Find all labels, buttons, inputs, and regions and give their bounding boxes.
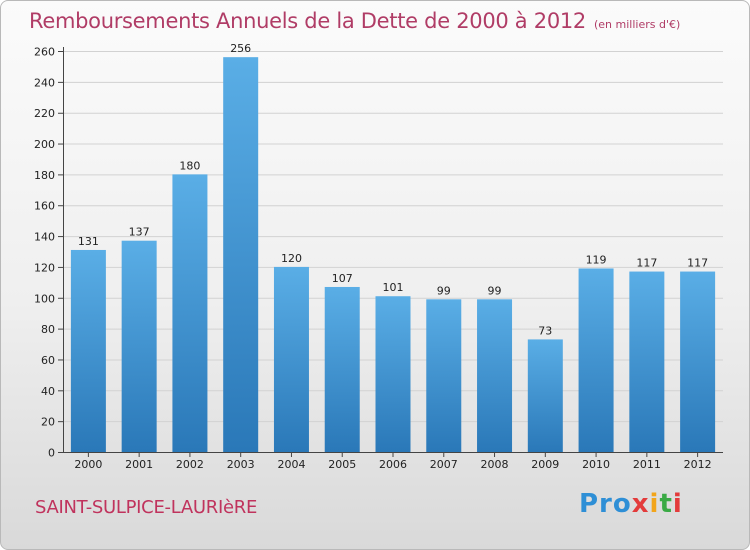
y-tick-label: 180 xyxy=(34,169,55,182)
axes xyxy=(58,47,723,457)
y-tick-label: 200 xyxy=(34,138,55,151)
y-tick-label: 260 xyxy=(34,46,55,59)
chart-unit: (en milliers d'€) xyxy=(594,18,681,31)
logo-part: i xyxy=(672,489,683,519)
y-tick-label: 160 xyxy=(34,200,55,213)
value-label: 119 xyxy=(586,253,607,266)
x-tick-label: 2011 xyxy=(633,458,661,471)
value-label: 120 xyxy=(281,252,302,265)
bar xyxy=(70,249,106,452)
y-tick-label: 240 xyxy=(34,76,55,89)
bar xyxy=(223,57,259,453)
x-tick-label: 2001 xyxy=(125,458,153,471)
x-tick-label: 2010 xyxy=(582,458,610,471)
x-tick-label: 2005 xyxy=(328,458,356,471)
value-label: 99 xyxy=(437,284,451,297)
x-tick-label: 2009 xyxy=(531,458,559,471)
y-tick-label: 100 xyxy=(34,292,55,305)
x-tick-label: 2004 xyxy=(277,458,305,471)
y-tick-label: 0 xyxy=(48,447,55,460)
x-tick-label: 2003 xyxy=(227,458,255,471)
logo-part: Pro xyxy=(579,489,632,519)
logo-part: x xyxy=(631,489,650,519)
y-tick-label: 120 xyxy=(34,261,55,274)
value-label: 131 xyxy=(78,235,99,248)
commune-name: SAINT-SULPICE-LAURIèRE xyxy=(35,497,258,518)
value-label: 99 xyxy=(488,284,502,297)
y-tick-label: 220 xyxy=(34,107,55,120)
x-tick-label: 2012 xyxy=(684,458,712,471)
x-tick-label: 2000 xyxy=(74,458,102,471)
y-tick-label: 140 xyxy=(34,231,55,244)
y-tick-label: 40 xyxy=(41,385,55,398)
value-label: 137 xyxy=(129,226,150,239)
y-tick-label: 60 xyxy=(41,354,55,367)
value-label: 107 xyxy=(332,272,353,285)
x-tick-label: 2008 xyxy=(481,458,509,471)
logo-part: i xyxy=(649,489,660,519)
bar xyxy=(477,299,513,452)
proxiti-logo: Proxiti xyxy=(579,489,683,519)
logo-part: t xyxy=(659,489,673,519)
chart-title: Remboursements Annuels de la Dette de 20… xyxy=(29,9,680,33)
x-tick-label: 2006 xyxy=(379,458,407,471)
y-tick-label: 20 xyxy=(41,416,55,429)
value-label: 73 xyxy=(538,324,552,337)
bar xyxy=(578,268,614,452)
value-label: 180 xyxy=(179,159,200,172)
value-label: 117 xyxy=(687,257,708,270)
bar xyxy=(629,271,665,452)
x-tick-label: 2002 xyxy=(176,458,204,471)
labels: 0 20 40 60 80 100 120 140 160 180 200 220 240 260 2000… xyxy=(34,42,712,471)
value-label: 117 xyxy=(636,257,657,270)
chart-title-text: Remboursements Annuels de la Dette de 20… xyxy=(29,9,586,33)
bar xyxy=(324,286,360,452)
value-label: 101 xyxy=(383,281,404,294)
bar xyxy=(527,339,563,452)
bar xyxy=(121,240,157,452)
y-tick-label: 80 xyxy=(41,323,55,336)
x-tick-label: 2007 xyxy=(430,458,458,471)
bar xyxy=(172,174,208,452)
value-label: 256 xyxy=(230,42,251,55)
bar xyxy=(680,271,716,452)
bars xyxy=(70,57,716,453)
bar xyxy=(375,296,411,452)
bar xyxy=(426,299,462,452)
bar xyxy=(273,266,309,452)
